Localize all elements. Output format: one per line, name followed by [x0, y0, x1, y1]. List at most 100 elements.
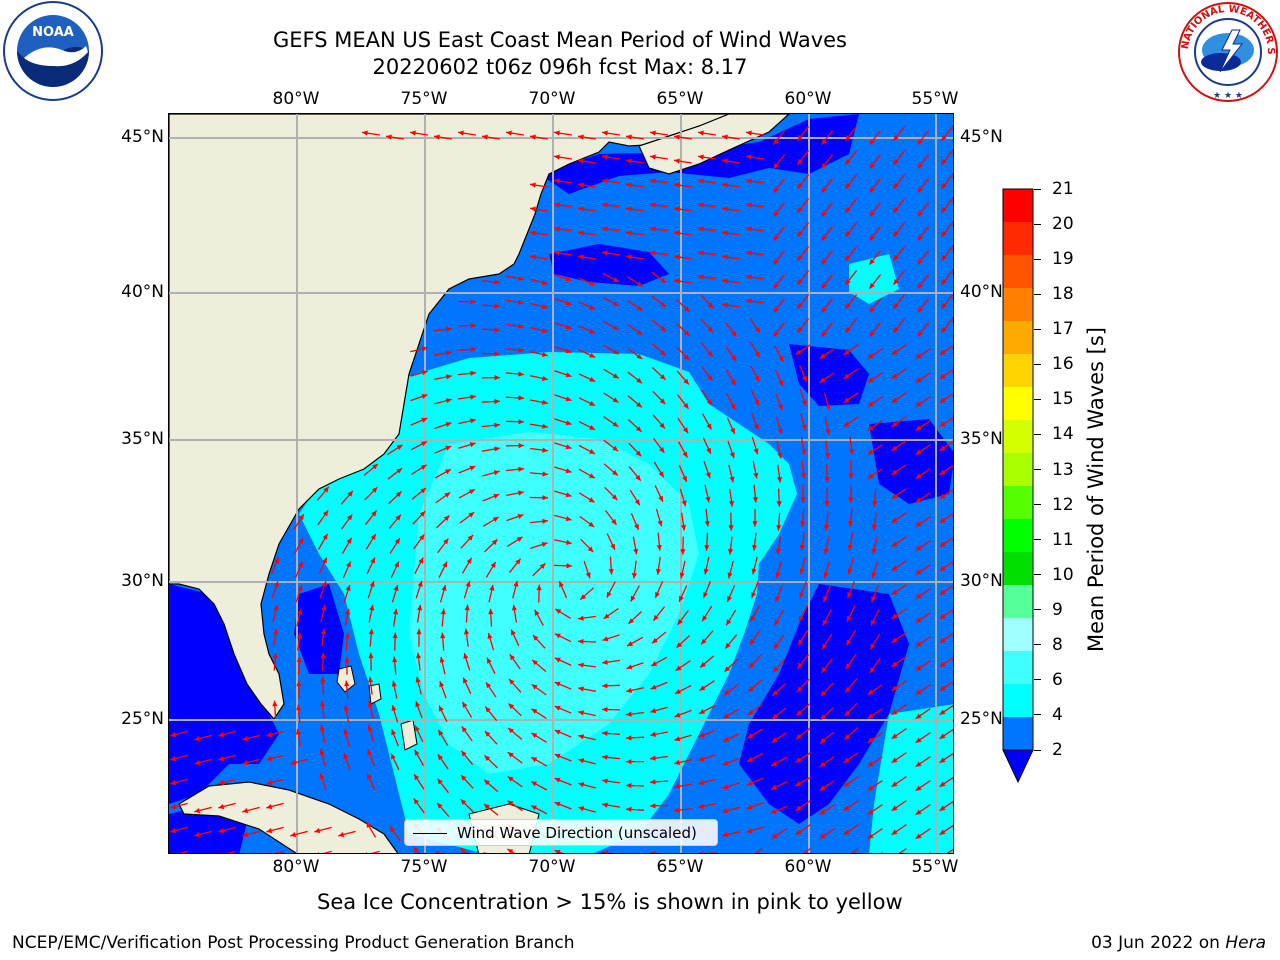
wave-arrow-head: [320, 700, 326, 707]
colorbar-segment: [1003, 288, 1033, 322]
wave-arrow-head: [602, 636, 609, 642]
wave-arrow-head: [751, 592, 757, 598]
wave-arrow-head: [746, 828, 753, 834]
wave-arrow-head: [774, 619, 780, 626]
wave-arrow-head: [775, 572, 781, 579]
wave-arrow-head: [322, 533, 328, 540]
wave-arrow-head: [391, 729, 397, 736]
wave-arrow-head: [915, 785, 922, 791]
wave-arrow-head: [698, 732, 705, 738]
wave-arrow-head: [531, 781, 538, 787]
wave-arrow-head: [298, 537, 304, 544]
wave-arrow-head: [797, 182, 803, 189]
wave-arrow-head: [554, 250, 560, 256]
wave-arrow-head: [650, 226, 656, 232]
wave-arrow-head: [724, 666, 731, 672]
wave-arrow-head: [554, 202, 560, 208]
wave-arrow-head: [290, 760, 297, 766]
wave-arrow-head: [650, 731, 656, 737]
wave-arrow-head: [674, 254, 680, 260]
wave-arrow-head: [415, 676, 421, 683]
wave-arrow-head: [320, 676, 326, 683]
wave-arrow-head: [753, 448, 759, 455]
wave-arrow-head: [269, 852, 272, 853]
wave-arrow-head: [893, 254, 899, 261]
wave-arrow-head: [915, 497, 922, 503]
wave-arrow-head: [869, 258, 875, 265]
wave-arrow-head: [821, 282, 827, 289]
wave-arrow-head: [871, 572, 877, 579]
wave-arrow-head: [700, 662, 706, 668]
wave-arrow-head: [530, 254, 536, 260]
wave-arrow-head: [871, 524, 877, 531]
wave-arrow-head: [322, 510, 329, 517]
wave-arrow-head: [748, 686, 754, 692]
wave-arrow-head: [939, 661, 946, 667]
wave-arrow-head: [221, 852, 224, 853]
wave-arrow-head: [650, 755, 656, 761]
wave-arrow-head: [722, 254, 728, 260]
wave-arrow-head: [391, 753, 396, 760]
wave-arrow-head: [800, 521, 806, 527]
wave-arrow-head: [554, 849, 561, 853]
wave-arrow-head: [345, 585, 351, 591]
wave-arrow-head: [700, 851, 704, 853]
wave-arrow-head: [722, 230, 728, 236]
lat-tick-right: 35°N: [960, 429, 1003, 449]
wave-arrow-head: [602, 250, 608, 256]
wave-arrow-head: [653, 614, 659, 621]
wave-arrow-head: [589, 328, 596, 334]
wave-arrow-head: [754, 327, 761, 334]
wave-arrow: [370, 850, 380, 853]
lon-tick-top: 60°W: [784, 89, 832, 109]
wave-arrow-head: [843, 757, 850, 763]
wave-arrow-head: [442, 561, 447, 568]
wave-arrow-head: [321, 581, 327, 588]
wave-arrow-head: [847, 592, 853, 599]
wave-arrow-head: [893, 206, 899, 213]
wave-arrow-head: [869, 186, 875, 193]
graticule: [169, 114, 953, 853]
lon-tick-top: 65°W: [656, 89, 704, 109]
wave-arrow-head: [939, 613, 946, 619]
lon-tick-top: 75°W: [400, 89, 448, 109]
wave-arrow-head: [819, 353, 826, 359]
wave-arrow-head: [699, 685, 706, 691]
wave-arrow-head: [612, 325, 619, 331]
wave-arrow-head: [635, 450, 642, 457]
colorbar-tick-label: 2: [1052, 740, 1063, 760]
wave-arrow-head: [290, 832, 297, 838]
wave-arrow-head: [470, 418, 476, 424]
wave-arrow-head: [386, 134, 392, 140]
wave-arrow-head: [939, 373, 946, 379]
wave-arrow-head: [722, 158, 728, 164]
wave-arrow-head: [465, 581, 471, 587]
wave-arrow-head: [746, 202, 752, 208]
wave-arrow-head: [819, 377, 826, 383]
wave-arrow-head: [795, 805, 802, 811]
wave-arrow-head: [823, 596, 829, 602]
wave-arrow-head: [754, 375, 760, 382]
colorbar-segment: [1003, 453, 1033, 487]
wave-arrow-head: [518, 443, 524, 449]
wave-arrow-head: [819, 809, 826, 815]
wave-arrow-head: [800, 473, 806, 479]
wave-arrow-head: [565, 396, 572, 402]
wave-arrow-head: [939, 781, 946, 787]
map-legend: Wind Wave Direction (unscaled): [404, 819, 718, 846]
wave-arrow-head: [824, 524, 830, 531]
colorbar-tick-mark: [1034, 574, 1041, 576]
wave-arrow-head: [773, 643, 779, 649]
colorbar-tick-mark: [1034, 504, 1041, 506]
noaa-logo-text: NOAA: [32, 25, 74, 40]
wave-arrow-head: [869, 210, 875, 217]
wave-arrow-head: [494, 351, 500, 357]
wave-arrow-head: [415, 701, 421, 708]
wave-arrow-head: [771, 833, 778, 839]
wave-arrow-head: [847, 568, 853, 575]
wave-arrow-head: [635, 474, 641, 481]
wave-arrow-head: [347, 514, 353, 521]
wave-arrow-head: [730, 427, 735, 434]
wave-arrow-head: [602, 659, 608, 665]
wave-arrow-head: [218, 828, 225, 834]
